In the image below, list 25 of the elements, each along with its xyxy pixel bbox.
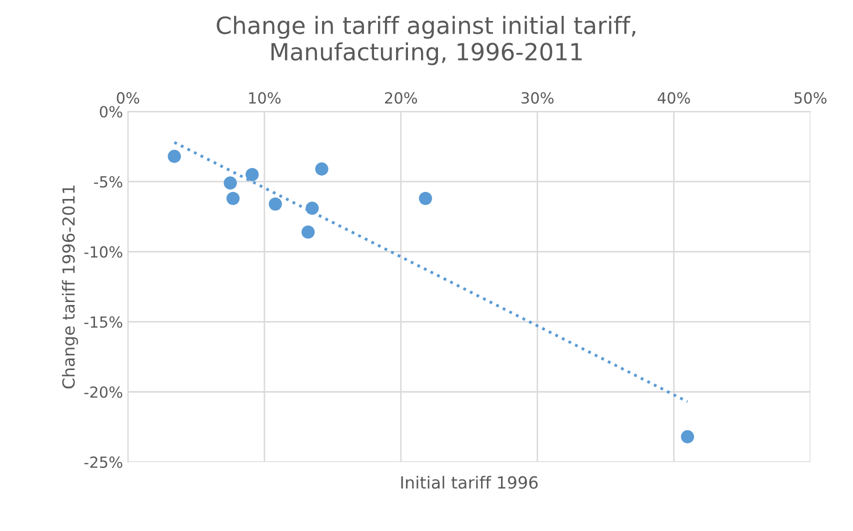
x-tick-label: 40% [658,92,690,104]
point [168,150,181,163]
y-tick-label: -20% [84,386,122,398]
point [306,202,319,215]
point [315,162,328,176]
y-tick-label: 0% [100,106,122,118]
point [418,192,432,206]
x-tick-label: 0% [116,92,140,104]
y-tick-label: -10% [84,246,122,258]
point [268,197,282,211]
point [246,168,259,182]
x-tick-label: 50% [794,92,826,104]
x-tick-label: 20% [385,92,418,104]
x-tick-label: 30% [522,92,554,104]
x-axis-title: Initial tariff 1996 [401,476,538,489]
x-tick-label: 10% [249,92,281,104]
y-tick-label: -5% [94,176,122,188]
point [680,430,694,444]
point [226,192,240,206]
point [302,225,315,239]
chart-title: Change in tariff against initial tariff, Manufacturing, 1996-2011 [216,16,636,66]
point [224,176,237,190]
y-tick-label: -25% [84,456,122,468]
y-axis-title: Change tariff 1996-2011 [62,186,78,388]
y-tick-label: -15% [84,316,122,328]
